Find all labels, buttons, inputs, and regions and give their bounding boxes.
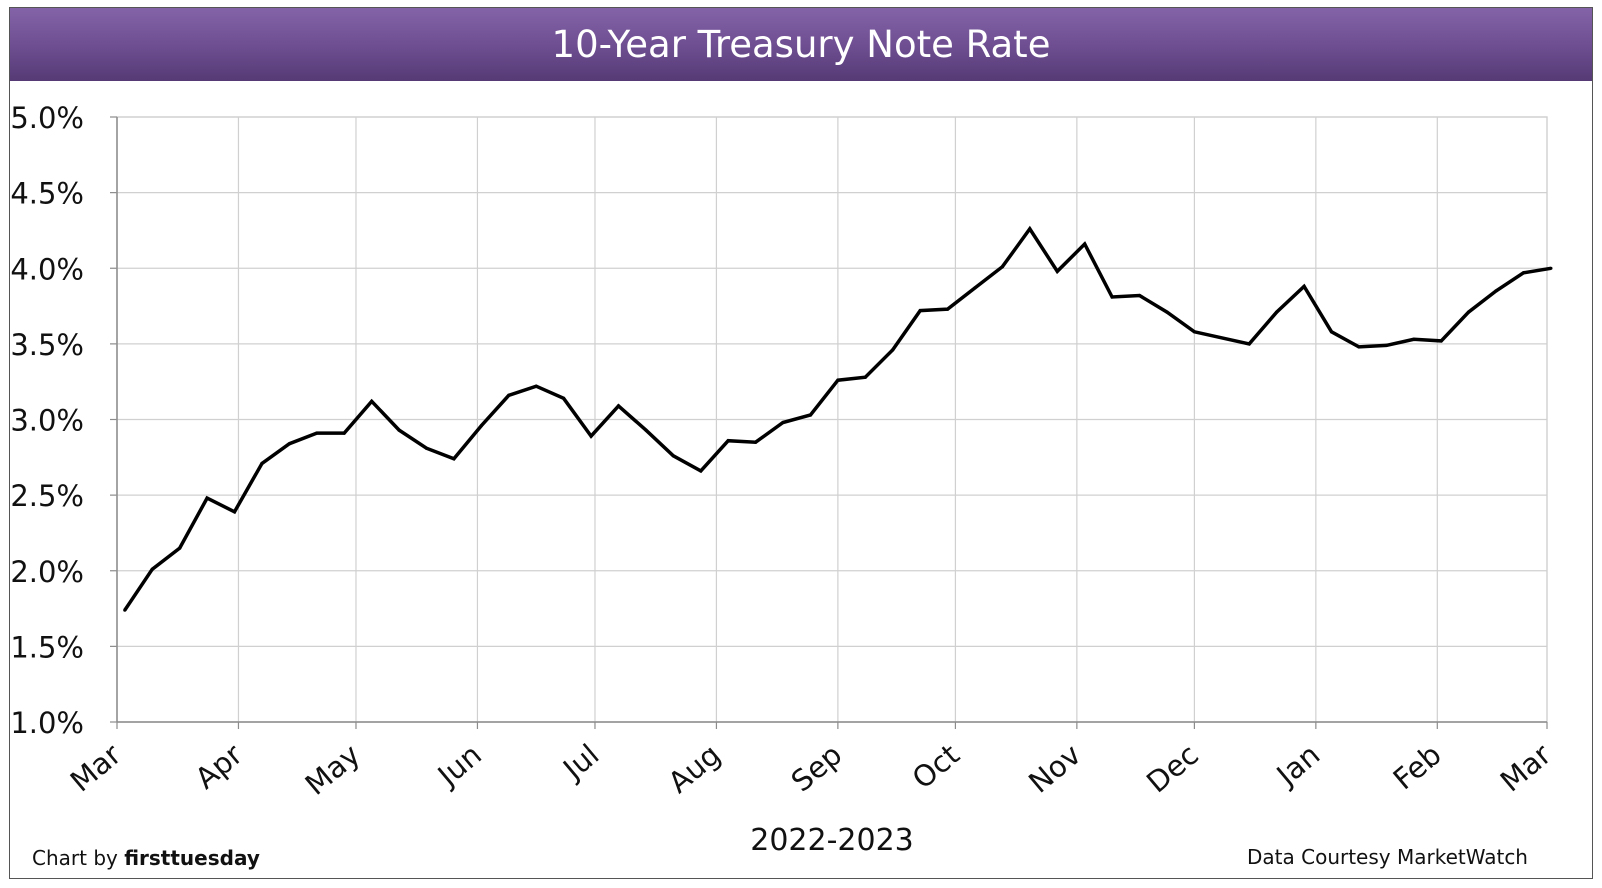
data-point [1165, 310, 1169, 314]
data-point [507, 393, 511, 397]
x-axis-label: 2022-2023 [750, 823, 914, 858]
chart-frame: 10-Year Treasury Note Rate [9, 7, 1593, 879]
x-tick-label: Nov [1022, 737, 1087, 799]
data-point [534, 384, 538, 388]
data-point [479, 424, 483, 428]
x-tick-label: Mar [64, 737, 128, 798]
data-point [1549, 266, 1553, 270]
data-point [123, 608, 127, 612]
data-point [918, 309, 922, 313]
data-point [315, 431, 319, 435]
y-tick-label: 2.5% [10, 479, 84, 513]
data-point [973, 286, 977, 290]
data-point [616, 404, 621, 408]
data-point [397, 428, 401, 432]
y-tick-label: 4.0% [10, 252, 84, 286]
x-tick-label: Jul [555, 737, 605, 787]
data-point [781, 420, 785, 425]
y-tick-label: 3.0% [10, 404, 84, 438]
x-tick-label: Feb [1387, 737, 1448, 796]
data-point [863, 375, 867, 379]
data-point [1137, 293, 1142, 298]
data-source: Data Courtesy MarketWatch [1247, 845, 1528, 869]
data-point [1494, 289, 1498, 293]
data-point [671, 454, 675, 458]
x-tick-label: Sep [785, 737, 849, 798]
y-tick-label: 1.0% [10, 706, 84, 740]
x-tick-label: Jun [430, 737, 488, 793]
data-point [754, 440, 758, 444]
data-point [1302, 284, 1306, 288]
x-tick-label: Mar [1494, 737, 1558, 798]
x-tick-label: Dec [1140, 737, 1205, 799]
data-point [644, 428, 648, 432]
data-point [424, 446, 429, 450]
data-point [1000, 265, 1005, 269]
data-point [1357, 345, 1361, 349]
data-point [342, 431, 346, 435]
data-point [1275, 310, 1279, 314]
data-point [1467, 310, 1471, 314]
title-bar: 10-Year Treasury Note Rate [10, 8, 1592, 81]
data-point [1110, 295, 1114, 299]
y-tick-label: 1.5% [10, 630, 84, 664]
data-point [589, 434, 593, 438]
data-point [232, 510, 237, 514]
y-tick-label: 3.5% [10, 328, 84, 362]
data-point [1028, 227, 1032, 231]
data-point [1439, 339, 1443, 343]
data-point [1247, 342, 1251, 346]
data-point [946, 307, 950, 311]
data-point [836, 378, 840, 382]
data-point [1521, 271, 1526, 275]
data-point [699, 469, 703, 473]
credit-prefix: Chart by [32, 846, 125, 870]
chart-title: 10-Year Treasury Note Rate [551, 23, 1051, 66]
data-point [1384, 343, 1388, 347]
series-line [123, 225, 1552, 612]
y-tick-label: 2.0% [10, 555, 84, 589]
x-tick-label: Aug [662, 737, 727, 799]
x-tick-label: Oct [906, 737, 966, 795]
x-tick-label: May [299, 737, 367, 802]
data-point [452, 457, 456, 461]
data-point [1055, 269, 1059, 273]
data-point [1412, 337, 1416, 341]
data-point [287, 442, 291, 446]
data-point [260, 461, 264, 465]
data-point [150, 567, 154, 571]
data-point [1192, 330, 1196, 334]
data-point [562, 396, 566, 400]
data-point [178, 546, 182, 550]
data-point [1083, 242, 1087, 246]
data-point [891, 348, 895, 352]
data-point [370, 399, 374, 403]
data-point [808, 413, 813, 417]
y-tick-label: 5.0% [10, 101, 84, 135]
x-tick-label: Jan [1269, 737, 1327, 793]
x-tick-label: Apr [189, 737, 249, 795]
data-point [205, 496, 209, 500]
data-point [1329, 330, 1334, 334]
credit-brand: firsttuesday [124, 846, 260, 870]
data-point [726, 439, 730, 443]
chart-credit: Chart by firsttuesday [32, 846, 260, 870]
y-tick-label: 4.5% [10, 177, 84, 211]
